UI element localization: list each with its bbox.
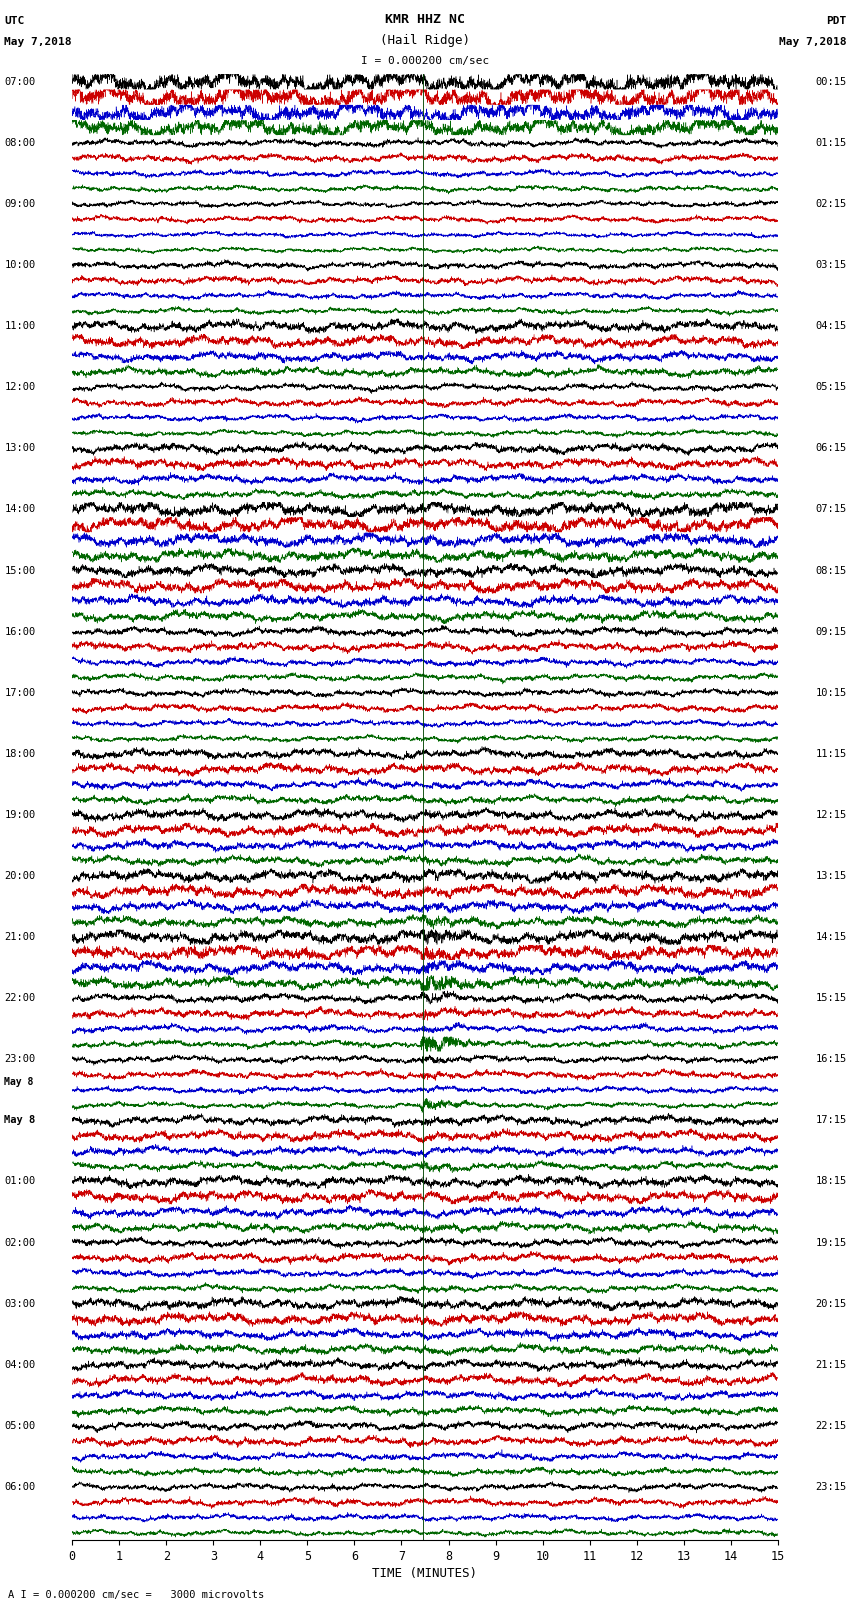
Text: 14:00: 14:00 <box>4 505 36 515</box>
Text: 10:00: 10:00 <box>4 260 36 269</box>
Text: 03:15: 03:15 <box>815 260 847 269</box>
Text: 22:00: 22:00 <box>4 994 36 1003</box>
Text: 06:15: 06:15 <box>815 444 847 453</box>
Text: 06:00: 06:00 <box>4 1482 36 1492</box>
Text: 13:00: 13:00 <box>4 444 36 453</box>
Text: PDT: PDT <box>826 16 847 26</box>
Text: 18:15: 18:15 <box>815 1176 847 1187</box>
Text: 08:15: 08:15 <box>815 566 847 576</box>
Text: 04:00: 04:00 <box>4 1360 36 1369</box>
Text: 13:15: 13:15 <box>815 871 847 881</box>
Text: KMR HHZ NC: KMR HHZ NC <box>385 13 465 26</box>
Text: 09:00: 09:00 <box>4 198 36 210</box>
Text: 14:15: 14:15 <box>815 932 847 942</box>
Text: 16:15: 16:15 <box>815 1055 847 1065</box>
Text: 01:00: 01:00 <box>4 1176 36 1187</box>
Text: 03:00: 03:00 <box>4 1298 36 1308</box>
Text: 05:00: 05:00 <box>4 1421 36 1431</box>
Text: 11:00: 11:00 <box>4 321 36 331</box>
Text: 15:15: 15:15 <box>815 994 847 1003</box>
Text: 07:15: 07:15 <box>815 505 847 515</box>
Text: A I = 0.000200 cm/sec =   3000 microvolts: A I = 0.000200 cm/sec = 3000 microvolts <box>8 1590 264 1600</box>
Text: 17:15: 17:15 <box>815 1116 847 1126</box>
Text: 09:15: 09:15 <box>815 627 847 637</box>
Text: (Hail Ridge): (Hail Ridge) <box>380 34 470 47</box>
Text: 23:00: 23:00 <box>4 1055 36 1065</box>
Text: 16:00: 16:00 <box>4 627 36 637</box>
Text: 20:00: 20:00 <box>4 871 36 881</box>
Text: 19:15: 19:15 <box>815 1237 847 1247</box>
Text: 12:00: 12:00 <box>4 382 36 392</box>
Text: 23:15: 23:15 <box>815 1482 847 1492</box>
Text: May 7,2018: May 7,2018 <box>779 37 847 47</box>
Text: May 8: May 8 <box>4 1116 36 1126</box>
X-axis label: TIME (MINUTES): TIME (MINUTES) <box>372 1568 478 1581</box>
Text: May 8: May 8 <box>4 1077 34 1087</box>
Text: 19:00: 19:00 <box>4 810 36 819</box>
Text: 15:00: 15:00 <box>4 566 36 576</box>
Text: 05:15: 05:15 <box>815 382 847 392</box>
Text: 17:00: 17:00 <box>4 687 36 698</box>
Text: 04:15: 04:15 <box>815 321 847 331</box>
Text: 10:15: 10:15 <box>815 687 847 698</box>
Text: 21:15: 21:15 <box>815 1360 847 1369</box>
Text: May 7,2018: May 7,2018 <box>4 37 71 47</box>
Text: 02:15: 02:15 <box>815 198 847 210</box>
Text: 22:15: 22:15 <box>815 1421 847 1431</box>
Text: 12:15: 12:15 <box>815 810 847 819</box>
Text: UTC: UTC <box>4 16 25 26</box>
Text: I = 0.000200 cm/sec: I = 0.000200 cm/sec <box>361 56 489 66</box>
Text: 02:00: 02:00 <box>4 1237 36 1247</box>
Text: 07:00: 07:00 <box>4 77 36 87</box>
Text: 11:15: 11:15 <box>815 748 847 758</box>
Text: 00:15: 00:15 <box>815 77 847 87</box>
Text: 20:15: 20:15 <box>815 1298 847 1308</box>
Text: 08:00: 08:00 <box>4 139 36 148</box>
Text: 18:00: 18:00 <box>4 748 36 758</box>
Text: 21:00: 21:00 <box>4 932 36 942</box>
Text: 01:15: 01:15 <box>815 139 847 148</box>
